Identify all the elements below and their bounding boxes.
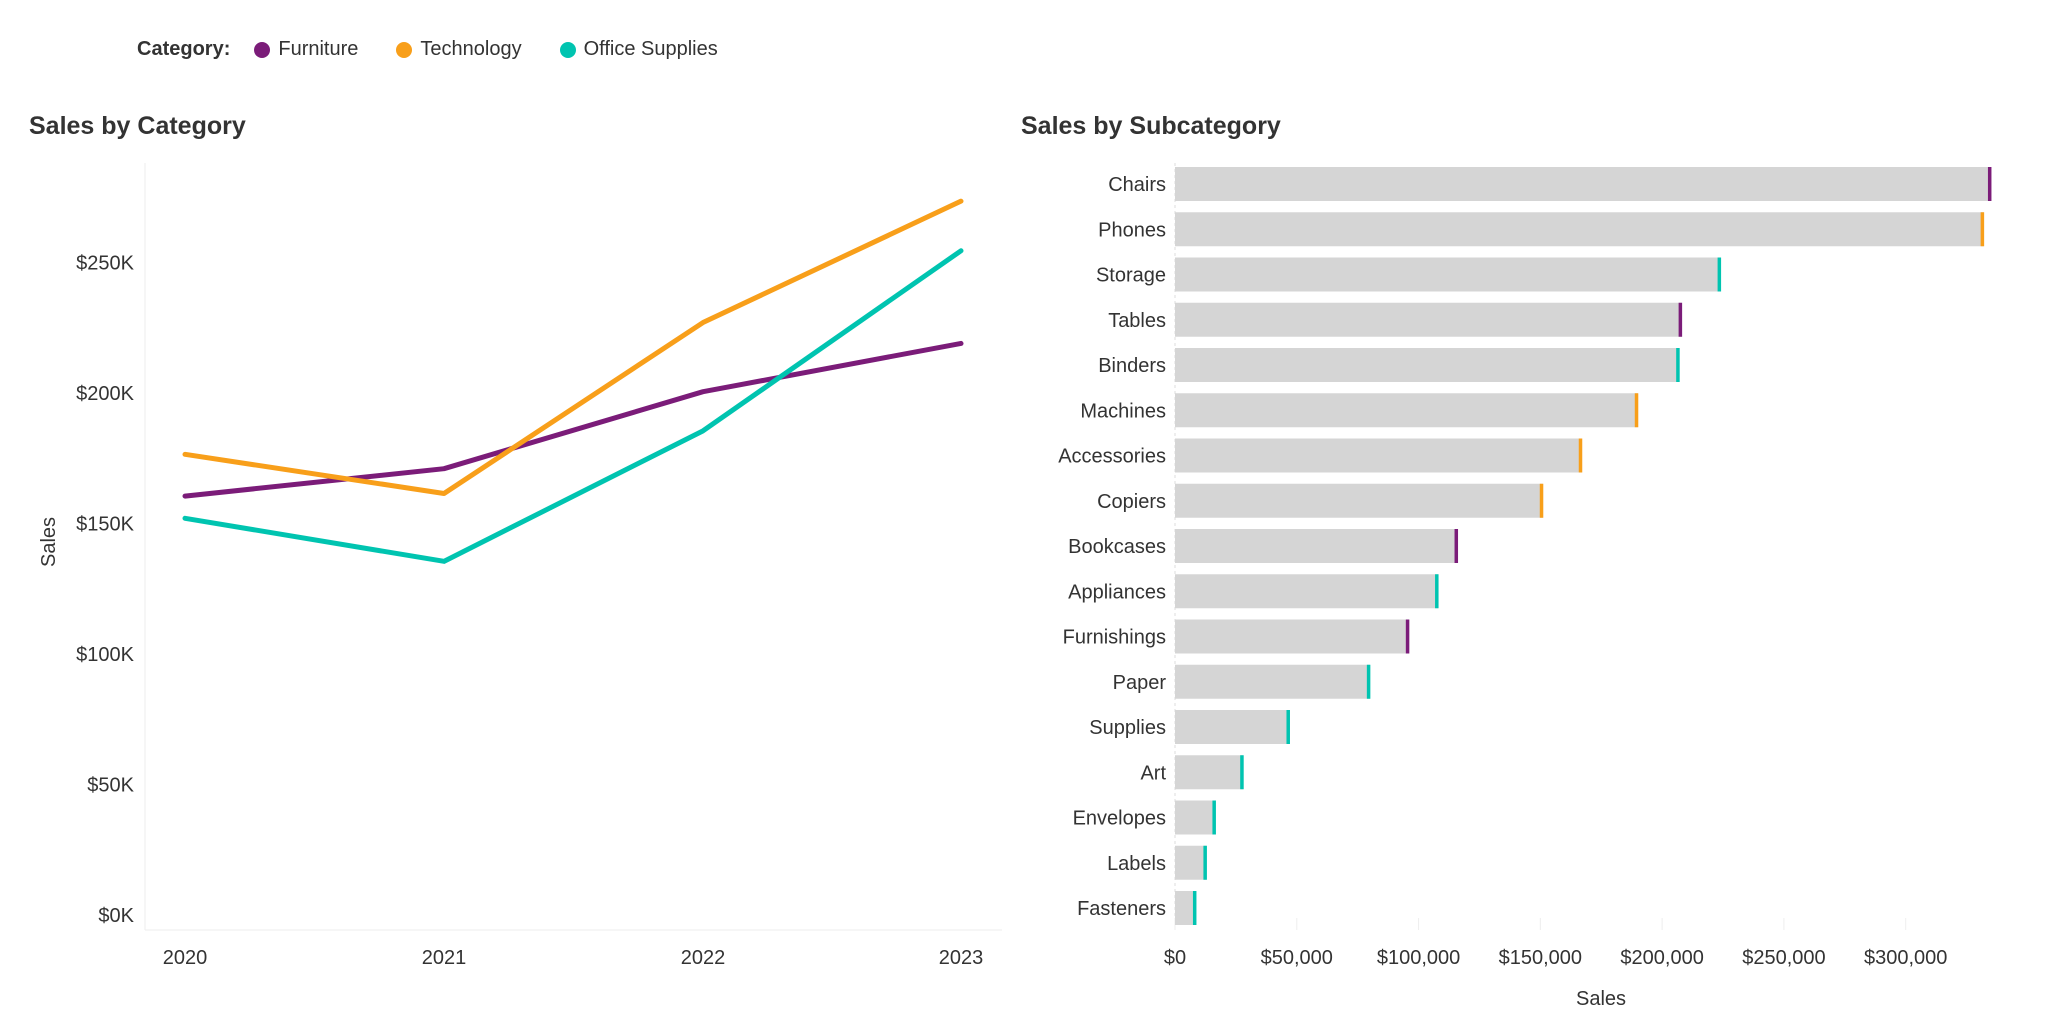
series-line-technology <box>182 198 964 496</box>
x-tick-label: 2022 <box>681 947 726 969</box>
x-tick-label: $300,000 <box>1864 947 1947 969</box>
bar-accessories <box>1175 438 1582 473</box>
x-tick-label: $250,000 <box>1742 947 1825 969</box>
subcategory-label: Accessories <box>1058 446 1166 468</box>
bar-end-marker <box>1717 257 1722 292</box>
bar-end-marker <box>1980 212 1985 247</box>
legend-label: Category: <box>137 38 231 60</box>
bar-binders <box>1175 348 1680 382</box>
legend-text: Office Supplies <box>583 38 718 60</box>
bar-end-marker <box>1578 438 1583 473</box>
y-tick-label: $100K <box>76 644 134 666</box>
legend-item-office-supplies[interactable]: Office Supplies <box>559 38 718 61</box>
subcategory-label: Chairs <box>1108 174 1166 196</box>
subcategory-label: Copiers <box>1097 491 1166 513</box>
x-tick-label: 2020 <box>163 947 208 969</box>
subcategory-label: Phones <box>1098 219 1166 241</box>
bar-furnishings <box>1175 619 1409 654</box>
bar-fasteners <box>1175 891 1196 925</box>
x-tick-label: 2021 <box>422 947 467 969</box>
bar-end-marker <box>1435 574 1439 609</box>
subcategory-label: Binders <box>1098 355 1166 377</box>
technology-dot-icon <box>396 41 413 58</box>
bar-end-marker <box>1286 710 1290 744</box>
office-supplies-dot-icon <box>559 41 576 58</box>
furniture-dot-icon <box>254 41 271 58</box>
bar-end-marker <box>1212 800 1216 835</box>
bar-end-marker <box>1987 167 1992 201</box>
bar-phones <box>1175 212 1984 247</box>
bar-end-marker <box>1192 891 1197 925</box>
bar-art <box>1175 755 1244 790</box>
bar-copiers <box>1175 483 1543 518</box>
series-line-furniture <box>182 340 964 499</box>
y-tick-label: $250K <box>76 253 134 275</box>
y-tick-label: $0K <box>98 905 134 927</box>
series-line-office-supplies <box>182 248 964 564</box>
bar-machines <box>1175 393 1638 428</box>
category-legend: Category: Furniture Technology Office Su… <box>137 38 756 61</box>
x-tick-label: $100,000 <box>1377 947 1460 969</box>
bar-labels <box>1175 845 1207 880</box>
subcategory-label: Appliances <box>1068 581 1166 603</box>
bar-appliances <box>1175 574 1439 609</box>
bar-paper <box>1175 664 1370 699</box>
subcategory-label: Tables <box>1108 310 1166 332</box>
bar-end-marker <box>1366 664 1371 699</box>
bar-end-marker <box>1203 845 1207 880</box>
x-tick-label: 2023 <box>939 947 984 969</box>
subcategory-label: Art <box>1140 762 1166 784</box>
y-tick-label: $200K <box>76 383 134 405</box>
bar-end-marker <box>1676 348 1680 382</box>
y-axis-title: Sales <box>38 517 60 567</box>
bar-end-marker <box>1678 302 1683 337</box>
bar-storage <box>1175 257 1721 292</box>
subcategory-label: Supplies <box>1089 717 1166 739</box>
x-axis-title: Sales <box>1576 988 1626 1010</box>
subcategory-label: Machines <box>1080 400 1166 422</box>
subcategory-label: Furnishings <box>1063 627 1166 649</box>
subcategory-label: Paper <box>1113 672 1167 694</box>
bar-chairs <box>1175 167 1991 201</box>
subcategory-label: Bookcases <box>1068 536 1166 558</box>
x-tick-label: $150,000 <box>1499 947 1582 969</box>
legend-text: Furniture <box>278 38 359 60</box>
bar-chart-title: Sales by Subcategory <box>1021 112 1281 140</box>
x-tick-label: $200,000 <box>1620 947 1703 969</box>
bar-bookcases <box>1175 529 1458 563</box>
bar-envelopes <box>1175 800 1216 835</box>
bar-end-marker <box>1454 529 1459 563</box>
legend-text: Technology <box>420 38 522 60</box>
line-chart-title: Sales by Category <box>29 112 246 140</box>
x-tick-label: $50,000 <box>1261 947 1333 969</box>
subcategory-label: Labels <box>1107 853 1166 875</box>
x-tick-label: $0 <box>1164 947 1186 969</box>
bar-tables <box>1175 302 1682 337</box>
subcategory-label: Storage <box>1096 265 1166 287</box>
bar-end-marker <box>1539 483 1544 518</box>
bar-end-marker <box>1405 619 1410 654</box>
bar-end-marker <box>1240 755 1244 790</box>
legend-item-technology[interactable]: Technology <box>396 38 522 61</box>
y-tick-label: $50K <box>87 775 134 797</box>
bar-supplies <box>1175 710 1290 744</box>
subcategory-label: Fasteners <box>1077 898 1166 920</box>
y-tick-label: $150K <box>76 514 134 536</box>
legend-item-furniture[interactable]: Furniture <box>254 38 358 61</box>
bar-end-marker <box>1634 393 1639 428</box>
subcategory-label: Envelopes <box>1073 808 1166 830</box>
